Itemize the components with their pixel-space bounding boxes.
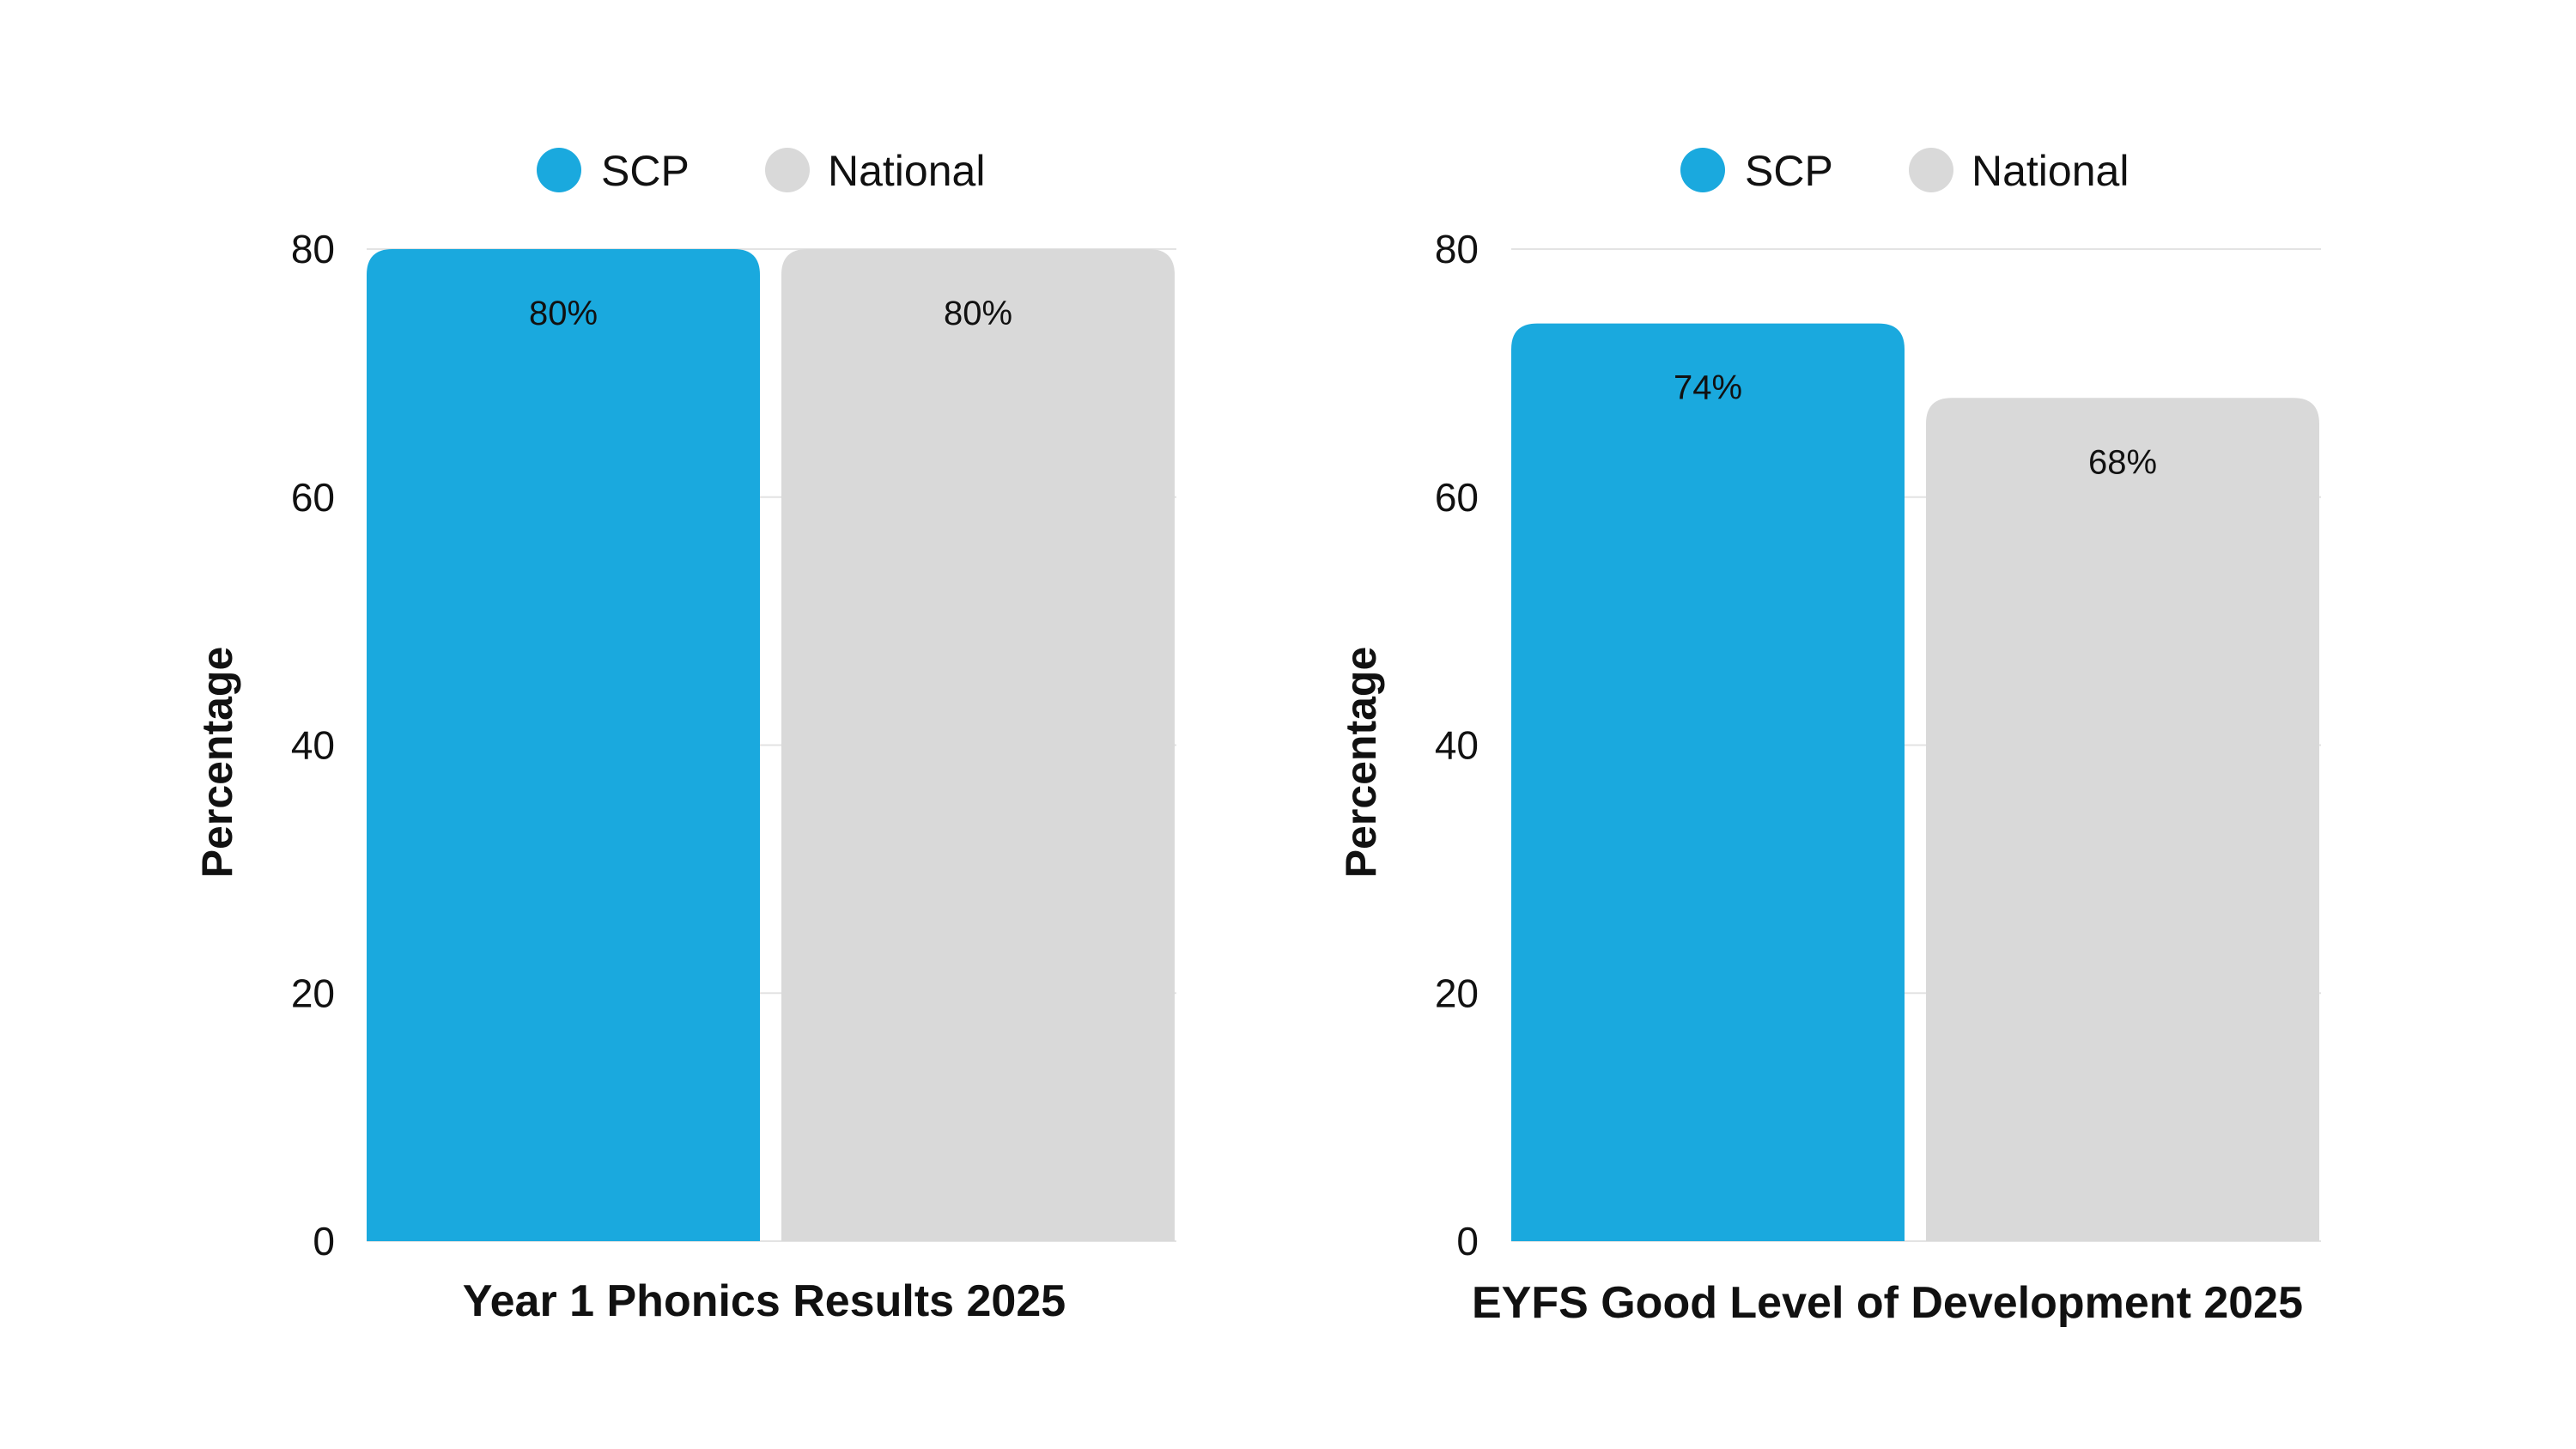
y-tick-label: 60 — [1435, 475, 1479, 520]
y-axis-label: Percentage — [193, 647, 241, 879]
x-axis-label: EYFS Good Level of Development 2025 — [1472, 1278, 2303, 1328]
y-axis-label: Percentage — [1337, 647, 1385, 879]
legend-swatch-national — [1909, 148, 1953, 192]
bar-national — [781, 249, 1175, 1241]
chart-1: 0 20 40 60 80 80% 80% SCP National Percentage Year… — [193, 147, 1176, 1326]
y-tick-label: 40 — [1435, 723, 1479, 768]
data-label: 74% — [1674, 369, 1742, 407]
y-tick-label: 20 — [291, 971, 335, 1015]
chart-2: 0 20 40 60 80 74% 68% SCP National Percentage EYFS… — [1337, 147, 2321, 1328]
y-tick-label: 60 — [291, 475, 335, 520]
y-tick-label: 20 — [1435, 971, 1479, 1015]
y-tick-label: 80 — [291, 227, 335, 271]
bar-scp — [367, 249, 760, 1241]
legend-swatch-scp — [1680, 148, 1725, 192]
data-label: 68% — [2088, 443, 2157, 481]
legend-label-national: National — [1971, 147, 2129, 195]
y-tick-label: 0 — [1456, 1219, 1479, 1263]
data-label: 80% — [529, 295, 598, 332]
legend-label-national: National — [828, 147, 985, 195]
legend-swatch-scp — [537, 148, 581, 192]
legend-label-scp: SCP — [1745, 147, 1833, 195]
y-tick-label: 0 — [313, 1219, 335, 1263]
bar-national — [1926, 398, 2319, 1241]
data-label: 80% — [944, 295, 1012, 332]
bar-scp — [1511, 323, 1905, 1241]
legend-label-scp: SCP — [601, 147, 690, 195]
legend-swatch-national — [765, 148, 810, 192]
y-tick-label: 80 — [1435, 227, 1479, 271]
x-axis-label: Year 1 Phonics Results 2025 — [463, 1276, 1066, 1326]
y-tick-label: 40 — [291, 723, 335, 768]
